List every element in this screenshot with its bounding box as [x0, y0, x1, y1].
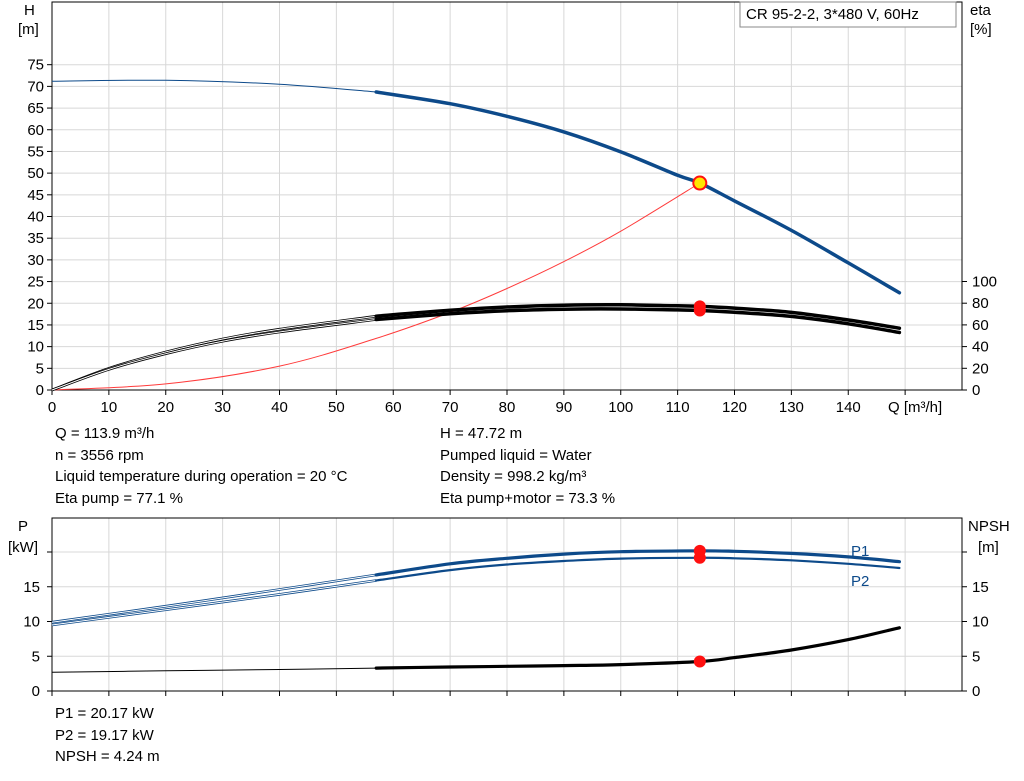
head-tick-label: 65: [27, 100, 44, 117]
flow-tick-label: 70: [442, 399, 459, 416]
head-tick-label: 10: [27, 339, 44, 356]
npsh-curve-thick-segment: [374, 626, 901, 670]
flow-tick-label: 40: [271, 399, 288, 416]
head-tick-label: 40: [27, 209, 44, 226]
pump-model-label: CR 95-2-2, 3*480 V, 60Hz: [746, 6, 919, 23]
power-tick-label: 0: [32, 683, 40, 700]
npsh-tick-label: 0: [972, 683, 980, 700]
flow-readout: Q = 113.9 m³/h: [55, 425, 155, 442]
p1-curve-thick-segment: [374, 549, 901, 577]
pumped-liquid-readout: Pumped liquid = Water: [440, 446, 592, 464]
top-plot-axes: 0 5 10 15 20 25 30 35 40 45 50 55 60 65 70 75 0 20 40 60 80 1…: [27, 57, 997, 416]
head-readout: H = 47.72 m: [440, 425, 523, 442]
flow-tick-label: 90: [556, 399, 573, 416]
p1-series-label: P1: [851, 543, 869, 560]
flow-tick-label: 20: [157, 399, 174, 416]
head-tick-label: 50: [27, 165, 44, 182]
head-tick-label: 20: [27, 295, 44, 312]
power-tick-label: 10: [23, 614, 40, 631]
head-tick-label: 70: [27, 78, 44, 95]
top-plot-series: [51, 79, 902, 392]
p2-duty-point: [693, 551, 706, 564]
p2-readout: P2 = 19.17 kW: [55, 726, 154, 744]
flow-tick-label: 80: [499, 399, 516, 416]
flow-tick-label: 10: [101, 399, 118, 416]
npsh-tick-label: 10: [972, 614, 989, 631]
top-plot-grid: [51, 2, 963, 391]
head-curve-thick-segment: [374, 90, 902, 295]
head-tick-label: 75: [27, 57, 44, 74]
npsh-duty-point: [693, 655, 706, 668]
flow-tick-label: 110: [666, 399, 690, 416]
head-tick-label: 5: [36, 360, 44, 377]
npsh-tick-label: 15: [972, 579, 989, 596]
head-tick-label: 30: [27, 252, 44, 269]
flow-tick-label: 130: [779, 399, 804, 416]
duty-info-left: Q = 113.9 m³/h n = 3556 rpm Liquid tempe…: [55, 423, 347, 509]
eta-tick-label: 0: [972, 382, 980, 399]
speed-readout: n = 3556 rpm: [55, 446, 144, 464]
flow-tick-label: 140: [836, 399, 861, 416]
p1-readout: P1 = 20.17 kW: [55, 705, 154, 722]
npsh-readout: NPSH = 4.24 m: [55, 748, 160, 765]
p1-curve-inner-thin: [51, 574, 377, 623]
eta-tick-label: 40: [972, 339, 989, 356]
npsh-tick-label: 5: [972, 648, 980, 665]
eta-pump-motor-curve-outline-thin: [51, 318, 377, 392]
eta-tick-label: 20: [972, 360, 989, 377]
bottom-plot-series: [51, 544, 901, 673]
npsh-axis-unit: [m]: [978, 539, 999, 556]
flow-tick-label: 60: [385, 399, 402, 416]
npsh-axis-title: NPSH: [968, 518, 1010, 535]
density-readout: Density = 998.2 kg/m³: [440, 468, 587, 485]
head-curve-thin-segment: [51, 79, 377, 93]
eta-pump-motor-readout: Eta pump+motor = 73.3 %: [440, 489, 616, 507]
head-tick-label: 55: [27, 143, 44, 160]
head-tick-label: 35: [27, 230, 44, 247]
eta-pump-motor-curve-thick-segment: [374, 307, 902, 335]
head-axis-title: H: [24, 2, 35, 19]
pump-model-box: [739, 1, 957, 28]
duty-info-right: H = 47.72 m Pumped liquid = Water Densit…: [440, 423, 615, 509]
flow-tick-label: 0: [48, 399, 56, 416]
eta-pump-motor-curve-inner-thin: [51, 319, 377, 391]
eta-pump-motor-duty-point: [693, 304, 706, 317]
p2-series-label: P2: [851, 573, 869, 590]
eta-axis-title: eta: [970, 2, 992, 19]
power-axis-title: P: [18, 518, 28, 535]
flow-tick-label: 120: [722, 399, 747, 416]
power-tick-label: 15: [23, 579, 40, 596]
system-curve-line: [51, 182, 701, 391]
power-tick-label: 5: [32, 648, 40, 665]
head-tick-label: 60: [27, 122, 44, 139]
head-tick-label: 0: [36, 382, 44, 399]
flow-tick-label: 100: [608, 399, 633, 416]
eta-pump-curve-thick-segment: [374, 303, 902, 330]
eta-tick-label: 80: [972, 295, 989, 312]
head-duty-point: [692, 175, 708, 191]
power-info: P1 = 20.17 kW P2 = 19.17 kW NPSH = 4.24 …: [55, 703, 160, 768]
power-axis-unit: [kW]: [8, 539, 38, 556]
eta-tick-label: 60: [972, 317, 989, 334]
p2-curve-inner-thin: [51, 580, 377, 626]
eta-axis-unit: [%]: [970, 21, 992, 38]
bottom-plot-axes: 0 5 10 15 0 5 10 15: [23, 551, 989, 700]
npsh-curve-thin-segment: [51, 667, 377, 673]
eta-pump-readout: Eta pump = 77.1 %: [55, 489, 183, 507]
flow-tick-label: 50: [328, 399, 345, 416]
liquid-temperature-readout: Liquid temperature during operation = 20…: [55, 468, 348, 485]
flow-tick-label: 30: [214, 399, 231, 416]
head-tick-label: 15: [27, 317, 44, 334]
flow-axis-label: Q [m³/h]: [888, 399, 942, 416]
head-tick-label: 45: [27, 187, 44, 204]
head-tick-label: 25: [27, 274, 44, 291]
p2-curve-thick-segment: [375, 556, 901, 582]
eta-tick-label: 100: [972, 274, 997, 291]
head-axis-unit: [m]: [18, 21, 39, 38]
